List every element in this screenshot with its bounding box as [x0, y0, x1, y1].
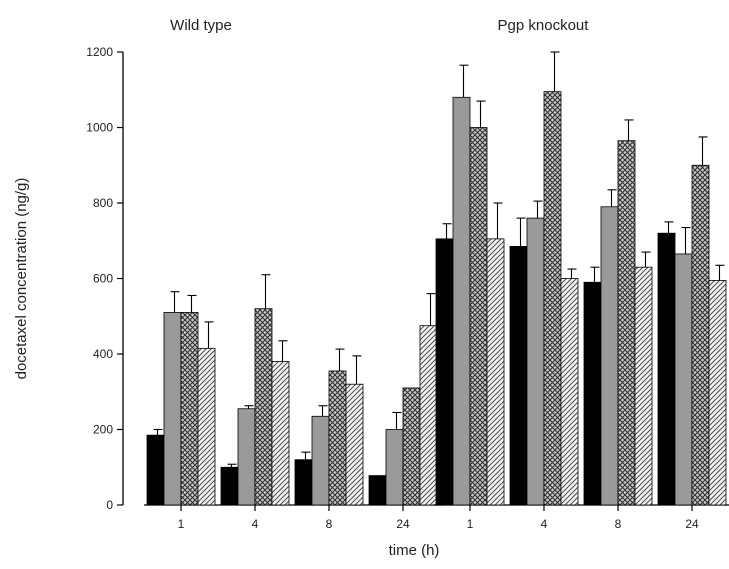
bar: [634, 266, 653, 506]
bar: [657, 232, 676, 506]
bar: [163, 312, 182, 506]
bar: [691, 164, 710, 506]
bar: [197, 347, 216, 506]
bar: [708, 279, 727, 506]
bar: [486, 238, 505, 506]
bar: [180, 312, 199, 506]
bar: [311, 415, 330, 506]
bar: [526, 217, 545, 506]
bar: [402, 387, 421, 506]
y-tick-label: 400: [93, 347, 113, 361]
x-tick-label: 1: [467, 517, 474, 531]
bar: [600, 206, 619, 506]
bar: [469, 127, 488, 506]
bar: [543, 91, 562, 506]
bar: [220, 466, 239, 506]
x-tick-label: 24: [396, 517, 410, 531]
bar: [146, 434, 165, 506]
x-tick-label: 24: [685, 517, 699, 531]
bar: [328, 370, 347, 506]
y-tick-label: 600: [93, 272, 113, 286]
x-tick-label: 4: [541, 517, 548, 531]
bar: [345, 383, 364, 506]
bar: [560, 278, 579, 506]
y-tick-label: 800: [93, 196, 113, 210]
bar: [435, 238, 454, 506]
x-tick-label: 8: [615, 517, 622, 531]
y-tick-label: 0: [106, 498, 113, 512]
bar: [271, 361, 290, 506]
bar: [617, 140, 636, 506]
y-tick-label: 1000: [86, 121, 113, 135]
y-axis-title: docetaxel concentration (ng/g): [13, 178, 30, 380]
bar: [368, 475, 387, 506]
bar: [419, 325, 438, 506]
x-tick-label: 8: [326, 517, 333, 531]
y-tick-label: 200: [93, 423, 113, 437]
bar: [674, 253, 693, 506]
x-tick-label: 4: [252, 517, 259, 531]
bar: [452, 96, 471, 506]
bar: [237, 408, 256, 506]
panel-title: Pgp knockout: [498, 17, 590, 34]
bar: [254, 308, 273, 506]
bar: [509, 246, 528, 506]
x-tick-label: 1: [178, 517, 185, 531]
bar: [385, 429, 404, 506]
bar: [294, 459, 313, 506]
panel-title: Wild type: [170, 17, 232, 34]
bar: [583, 281, 602, 506]
x-axis-title: time (h): [389, 542, 440, 559]
y-tick-label: 1200: [86, 45, 113, 59]
